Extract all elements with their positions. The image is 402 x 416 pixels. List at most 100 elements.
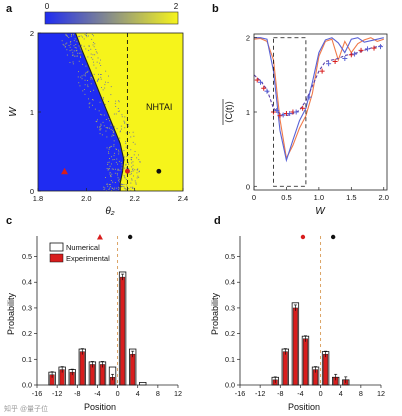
heatmap-speckle-dot [103, 125, 105, 127]
heatmap-speckle-dot [113, 145, 115, 147]
heatmap-speckle-dot [94, 108, 96, 110]
heatmap-speckle-dot [132, 161, 134, 163]
panel-c-ticks: -16 -12 -8 -4 0 4 8 12 0.0 0.1 0.2 0.3 0.4 0.5 [22, 252, 182, 398]
legend-experimental-swatch [49, 253, 64, 263]
heatmap-speckle-dot [78, 36, 80, 38]
panel-c-bars [36, 236, 178, 386]
heatmap-speckle-dot [96, 61, 98, 63]
heatmap-speckle-dot [65, 46, 66, 48]
heatmap-speckle-dot [83, 89, 85, 90]
heatmap-speckle-dot [109, 184, 111, 185]
legend-numerical-swatch [49, 242, 64, 252]
heatmap-speckle-dot [109, 172, 111, 173]
panel-b-series [254, 37, 384, 163]
panel-c-experimental-bar [89, 364, 95, 386]
heatmap-speckle-dot [95, 120, 97, 122]
heatmap-speckle-dot [72, 61, 74, 63]
heatmap-speckle-dot [114, 187, 116, 189]
panel-b-ytick-label: 1 [246, 108, 250, 117]
panel-d-ytick-label: 0.3 [225, 303, 235, 312]
heatmap-speckle-dot [84, 79, 86, 81]
heatmap-speckle-dot [99, 129, 101, 131]
heatmap-speckle-dot [69, 41, 71, 43]
heatmap-speckle-dot [112, 129, 114, 131]
heatmap-speckle-dot [73, 34, 74, 36]
heatmap-speckle-dot [119, 110, 120, 112]
heatmap-speckle-dot [125, 192, 126, 193]
panel-d-xtick-label: 8 [359, 389, 363, 398]
heatmap-speckle-dot [110, 175, 112, 176]
heatmap-speckle-dot [76, 41, 78, 43]
panel-b-ytick-label: 0 [246, 182, 250, 191]
heatmap-speckle-dot [73, 45, 75, 47]
heatmap-speckle-dot [82, 63, 83, 65]
heatmap-speckle-dot [105, 177, 106, 178]
heatmap-speckle-dot [117, 163, 118, 165]
heatmap-speckle-dot [95, 51, 97, 53]
heatmap-speckle-dot [108, 151, 109, 153]
heatmap-speckle-dot [108, 168, 109, 170]
heatmap-speckle-dot [111, 163, 112, 165]
heatmap-speckle-dot [72, 52, 74, 54]
panel-a-xtick-label: 1.8 [33, 194, 43, 203]
heatmap-speckle-dot [110, 145, 112, 147]
heatmap-speckle-dot [100, 59, 101, 61]
heatmap-speckle-dot [78, 45, 80, 47]
panel-a-heatmap: 0 2 NHTAI 1.8 2.0 2.2 2.4 0 1 2 θ₂ W [8, 2, 188, 217]
heatmap-speckle-dot [71, 49, 73, 51]
heatmap-speckle-dot [98, 73, 99, 75]
heatmap-speckle-dot [131, 157, 133, 158]
heatmap-speckle-dot [111, 156, 112, 158]
heatmap-speckle-dot [85, 48, 87, 50]
panel-d-ytick-label: 0.5 [225, 252, 235, 261]
heatmap-speckle-dot [92, 58, 94, 60]
heatmap-speckle-dot [97, 126, 98, 128]
heatmap-speckle-dot [88, 49, 90, 51]
panel-c-xtick-label: -8 [74, 389, 80, 398]
heatmap-speckle-dot [108, 184, 110, 185]
heatmap-speckle-dot [131, 171, 133, 173]
heatmap-speckle-dot [123, 167, 125, 169]
heatmap-speckle-dot [84, 93, 86, 95]
heatmap-speckle-dot [69, 50, 71, 52]
panel-c-experimental-bar [79, 351, 85, 386]
heatmap-speckle-dot [93, 35, 94, 37]
heatmap-speckle-dot [136, 172, 138, 174]
heatmap-speckle-dot [86, 35, 87, 36]
heatmap-speckle-dot [107, 185, 109, 187]
panel-c-experimental-bar [130, 353, 136, 386]
heatmap-speckle-dot [125, 146, 127, 148]
heatmap-speckle-dot [107, 162, 109, 164]
heatmap-speckle-dot [99, 128, 101, 130]
heatmap-speckle-dot [75, 50, 77, 52]
heatmap-speckle-dot [107, 169, 109, 171]
heatmap-speckle-dot [130, 157, 132, 159]
heatmap-speckle-dot [100, 128, 102, 130]
heatmap-speckle-dot [119, 137, 121, 139]
heatmap-speckle-dot [80, 44, 82, 46]
heatmap-speckle-dot [121, 164, 123, 166]
heatmap-speckle-dot [112, 181, 114, 183]
heatmap-speckle-dot [105, 130, 107, 132]
heatmap-blue-region [38, 33, 124, 191]
heatmap-speckle-dot [88, 106, 90, 108]
heatmap-speckle-dot [124, 187, 126, 189]
heatmap-speckle-dot [106, 136, 108, 138]
heatmap-speckle-dot [98, 110, 100, 112]
heatmap-speckle-dot [91, 78, 93, 80]
panel-b-ticks: 0 0.5 1.0 1.5 2.0 0 1 2 [246, 34, 389, 202]
heatmap-speckle-dot [70, 43, 72, 45]
heatmap-speckle-dot [85, 34, 87, 36]
dashed-highlight-box [273, 37, 307, 187]
panel-a-ticks: 1.8 2.0 2.2 2.4 0 1 2 [30, 29, 188, 203]
heatmap-speckle-dot [109, 187, 111, 189]
heatmap-speckle-dot [125, 164, 127, 166]
heatmap-speckle-dot [85, 73, 86, 75]
heatmap-speckle-dot [111, 173, 113, 175]
heatmap-speckle-dot [114, 182, 116, 183]
heatmap-speckle-dot [106, 168, 108, 169]
heatmap-speckle-dot [134, 169, 136, 171]
heatmap-speckle-dot [94, 43, 96, 45]
heatmap-speckle-dot [128, 163, 129, 165]
panel-b-xtick-label: 0 [252, 193, 256, 202]
